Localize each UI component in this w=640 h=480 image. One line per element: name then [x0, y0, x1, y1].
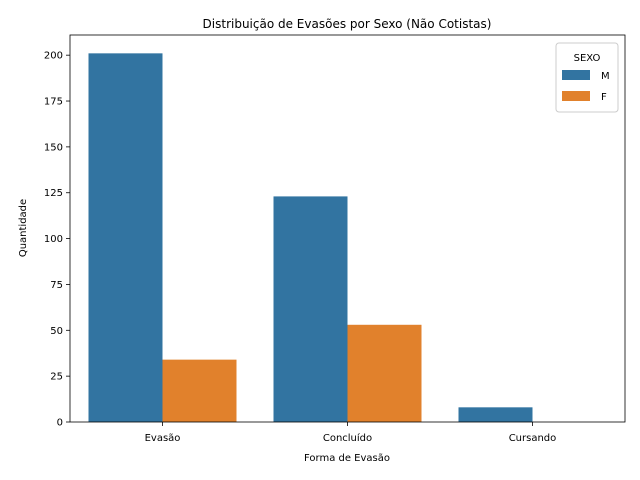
x-tick-label: Evasão — [145, 433, 181, 444]
legend-label-M: M — [601, 71, 610, 82]
bar-M-0 — [88, 53, 163, 422]
x-axis: Evasão Concluído Cursando — [145, 422, 557, 444]
x-tick-label: Cursando — [509, 433, 557, 444]
y-tick-label: 25 — [50, 372, 63, 383]
bar-F-1 — [347, 324, 422, 422]
bar-M-2 — [458, 407, 533, 422]
bar-M-1 — [273, 196, 348, 422]
y-axis-label: Quantidade — [18, 199, 29, 257]
y-tick-label: 125 — [44, 188, 63, 199]
y-tick-label: 50 — [50, 326, 63, 337]
legend-label-F: F — [601, 92, 607, 103]
y-tick-label: 150 — [44, 142, 63, 153]
x-tick-label: Concluído — [323, 432, 372, 444]
y-tick-label: 175 — [44, 97, 63, 108]
legend: SEXO MF — [555, 42, 619, 113]
x-axis-label: Forma de Evasão — [304, 453, 390, 464]
legend-items: MF — [562, 70, 610, 103]
y-tick-label: 75 — [50, 280, 63, 291]
y-axis: 0 25 50 75 100 125 150 175 200 — [44, 51, 70, 429]
y-tick-label: 100 — [44, 234, 63, 245]
legend-swatch-M — [562, 70, 590, 80]
legend-title: SEXO — [574, 53, 601, 64]
plot-frame — [69, 34, 626, 423]
chart-title: Distribuição de Evasões por Sexo (Não Co… — [203, 17, 492, 31]
y-tick-label: 0 — [57, 418, 63, 429]
bar-F-0 — [162, 359, 237, 422]
y-tick-label: 200 — [44, 51, 63, 62]
bars — [88, 53, 533, 422]
legend-swatch-F — [562, 91, 590, 101]
